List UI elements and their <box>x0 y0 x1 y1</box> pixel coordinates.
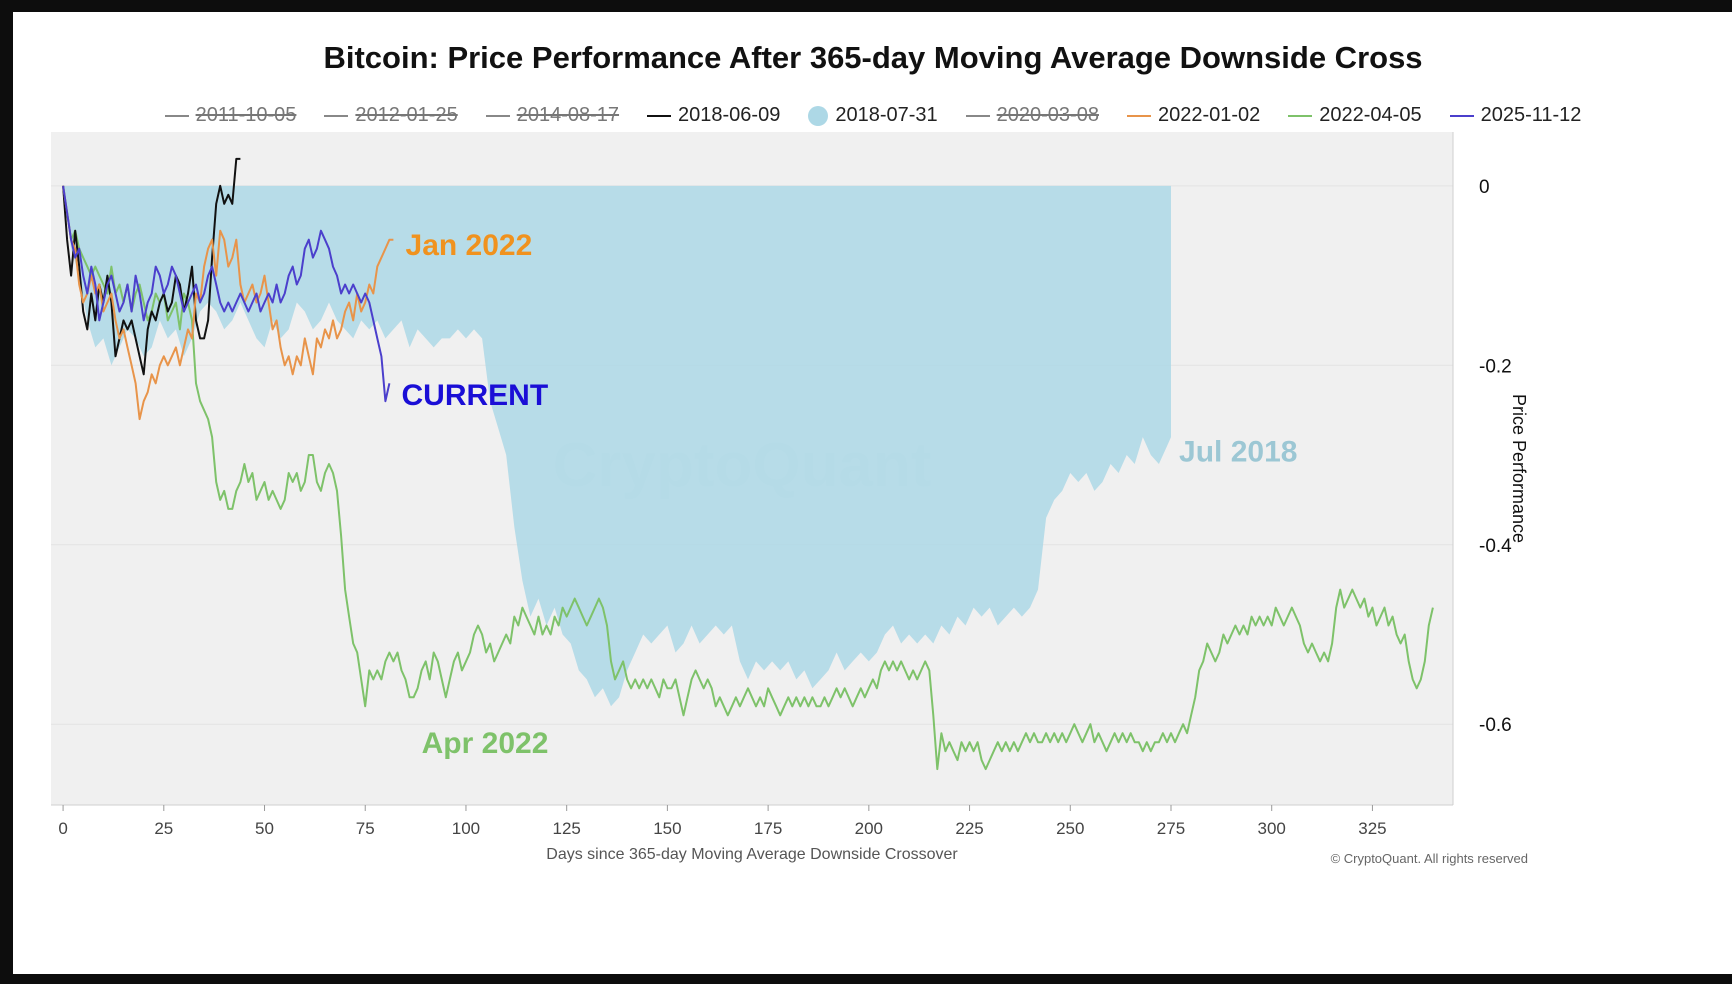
legend-swatch-line <box>647 114 672 117</box>
legend-label: 2012-01-25 <box>355 104 458 126</box>
line-series-2018-06-09 <box>62 157 241 376</box>
x-tick-label: 200 <box>855 819 883 838</box>
x-tick-label: 50 <box>255 819 274 838</box>
x-tick-label: 175 <box>754 819 782 838</box>
legend-swatch-line <box>485 114 510 117</box>
y-axis-label: Price Performance <box>1509 394 1529 543</box>
legend-item-2018-06-09[interactable]: 2018-06-09 <box>647 104 780 127</box>
line-series-2022-01-02 <box>62 185 394 421</box>
annotation-label: Jan 2022 <box>406 229 533 262</box>
x-tick-label: 0 <box>58 819 67 838</box>
x-tick-label: 75 <box>356 819 375 838</box>
legend-item-2012-01-25[interactable]: 2012-01-25 <box>324 104 458 127</box>
legend: 2011-10-05 2012-01-25 2014-08-17 2018-06-09… <box>13 104 1732 127</box>
legend-swatch-line <box>1288 114 1313 117</box>
x-tick-label: 250 <box>1056 819 1084 838</box>
annotation-label: Jul 2018 <box>1179 436 1297 469</box>
legend-swatch-line <box>324 114 349 117</box>
legend-label: 2022-04-05 <box>1319 104 1422 126</box>
y-tick-label: -0.2 <box>1479 356 1512 377</box>
legend-item-2022-01-02[interactable]: 2022-01-02 <box>1126 104 1261 127</box>
legend-swatch-line <box>164 114 189 117</box>
x-tick-label: 225 <box>955 819 983 838</box>
legend-item-2014-08-17[interactable]: 2014-08-17 <box>485 104 620 127</box>
x-tick-label: 150 <box>653 819 681 838</box>
legend-label: 2022-01-02 <box>1157 104 1261 126</box>
line-series-2025-11-12 <box>62 185 391 403</box>
legend-item-2011-10-05[interactable]: 2011-10-05 <box>164 104 297 127</box>
annotation-label: Apr 2022 <box>422 727 549 760</box>
plot-area: CryptoQuant02550751001251501752002252502… <box>51 132 1529 866</box>
chart-title: Bitcoin: Price Performance After 365-day… <box>323 40 1423 75</box>
line-series-2022-04-05 <box>62 185 1434 771</box>
area-series-2018-07-31 <box>63 185 1172 707</box>
y-tick-label: -0.6 <box>1479 715 1512 736</box>
legend-item-2018-07-31[interactable]: 2018-07-31 <box>808 104 938 127</box>
legend-label: 2018-07-31 <box>835 104 938 126</box>
chart-frame: Bitcoin: Price Performance After 365-day… <box>13 12 1732 974</box>
annotation-label: CURRENT <box>402 379 549 412</box>
legend-swatch-line <box>1449 114 1474 117</box>
legend-swatch-dot <box>808 105 829 126</box>
legend-label: 2025-11-12 <box>1480 104 1582 126</box>
legend-swatch-line <box>1126 114 1151 117</box>
x-tick-label: 100 <box>452 819 480 838</box>
legend-label: 2011-10-05 <box>195 104 297 126</box>
legend-swatch-line <box>965 114 990 117</box>
copyright-text: © CryptoQuant. All rights reserved <box>1331 851 1528 866</box>
x-tick-label: 275 <box>1157 819 1185 838</box>
y-tick-label: -0.4 <box>1479 536 1512 557</box>
legend-item-2020-03-08[interactable]: 2020-03-08 <box>965 104 1099 127</box>
legend-label: 2018-06-09 <box>678 104 781 126</box>
legend-item-2022-04-05[interactable]: 2022-04-05 <box>1288 104 1422 127</box>
x-tick-label: 125 <box>552 819 580 838</box>
legend-item-2025-11-12[interactable]: 2025-11-12 <box>1449 104 1582 127</box>
x-tick-label: 325 <box>1358 819 1386 838</box>
legend-label: 2020-03-08 <box>996 104 1099 126</box>
y-tick-label: 0 <box>1479 177 1490 198</box>
x-tick-label: 300 <box>1258 819 1286 838</box>
x-axis-label: Days since 365-day Moving Average Downsi… <box>546 846 958 863</box>
x-tick-label: 25 <box>154 819 173 838</box>
legend-label: 2014-08-17 <box>516 104 620 126</box>
